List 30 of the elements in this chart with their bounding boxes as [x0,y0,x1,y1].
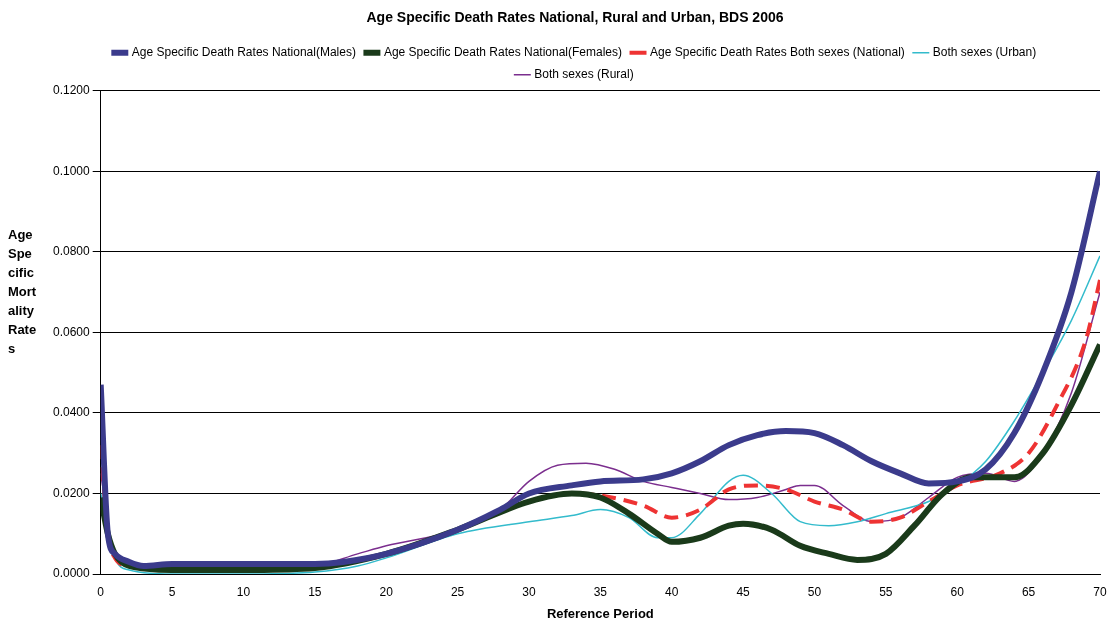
legend-label: Both sexes (Urban) [932,45,1037,60]
y-tick-label: 0.1200 [53,83,91,98]
y-axis-title: Age Specific Mortality Rates [8,226,38,358]
x-tick-label: 50 [807,584,822,599]
x-tick-label: 30 [522,584,536,599]
x-tick-label: 5 [168,584,176,599]
y-tick-label: 0.0600 [53,324,91,339]
y-tick-label: 0.1000 [53,163,91,178]
x-tick-label: 60 [950,584,965,599]
x-tick-label: 40 [665,584,679,599]
legend-label: Both sexes (Rural) [534,67,634,82]
x-tick-label: 25 [450,584,465,599]
x-tick-label: 35 [593,584,608,599]
x-tick-label: 55 [879,584,893,599]
y-tick-label: 0.0000 [53,566,91,581]
y-tick-label: 0.0400 [53,405,91,420]
legend-label: Age Specific Death Rates Both sexes (National) [650,45,905,60]
chart-title: Age Specific Death Rates National, Rural and Urban, BDS 2006 [366,9,784,26]
y-tick-label: 0.0200 [53,485,91,500]
legend-label: Age Specific Death Rates National(Males) [131,45,356,60]
x-tick-label: 65 [1021,584,1036,599]
y-tick-label: 0.0800 [53,244,91,259]
x-tick-label: 70 [1093,584,1107,599]
x-tick-label: 45 [736,584,751,599]
legend-label: Age Specific Death Rates National(Females) [383,45,623,60]
x-tick-label: 10 [236,584,251,599]
x-tick-label: 20 [379,584,394,599]
x-tick-label: 15 [308,584,322,599]
x-tick-label: 0 [97,584,105,599]
x-axis-title: Reference Period [546,605,654,621]
